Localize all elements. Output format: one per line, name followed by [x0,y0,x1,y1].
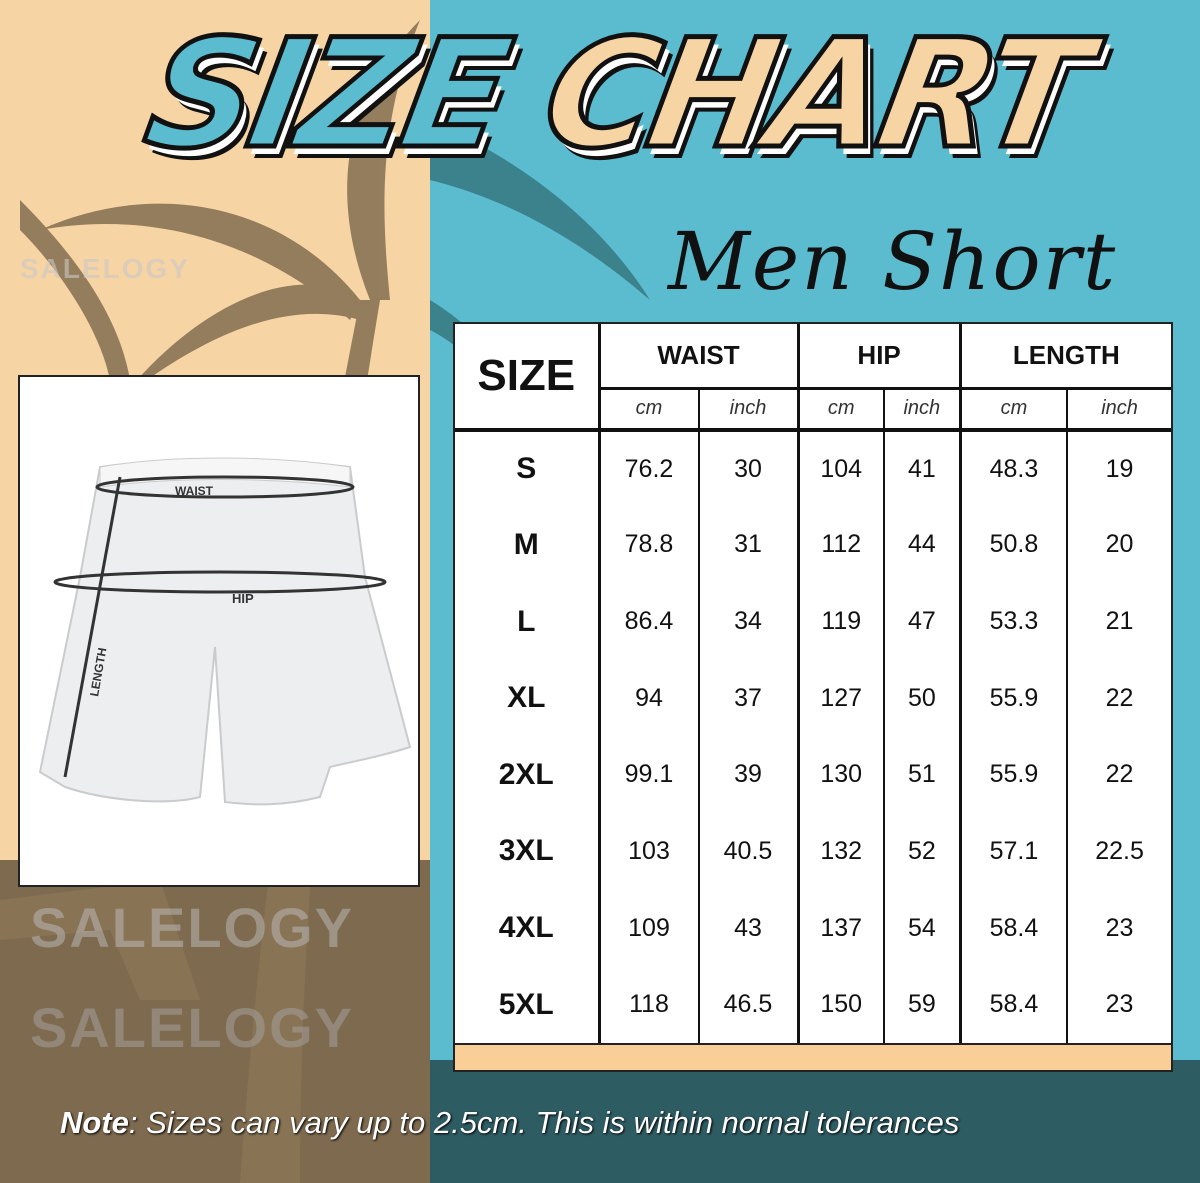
value-cell: 86.4 [599,583,700,660]
table-row: 3XL 103 40.5 132 52 57.1 22.5 [455,813,1171,890]
value-cell: 57.1 [960,813,1069,890]
value-cell: 37 [698,659,800,737]
value-cell: 22 [1105,683,1134,712]
value-cell: 43 [698,889,800,967]
waist-header: WAIST [599,324,800,390]
value-cell: 44 [883,506,962,584]
value-cell: 54 [883,889,962,967]
value-cell: 46.5 [698,966,800,1043]
size-cell: XL [455,659,601,737]
value-cell: 51 [883,736,962,814]
value-cell: 132 [798,813,885,890]
table-row: L 86.4 34 119 47 53.3 21 [455,583,1171,660]
value-cell: 21 [1105,607,1134,636]
size-cell: L [455,583,601,660]
value-cell: 99.1 [599,736,700,814]
size-cell: 2XL [455,736,601,814]
value-cell: 50.8 [960,506,1069,584]
value-cell: 55.9 [960,659,1069,737]
value-cell: 22.5 [1095,836,1144,865]
note-label: Note [60,1105,129,1140]
shorts-diagram: WAIST HIP LENGTH [18,375,420,887]
hip-header: HIP [798,324,962,390]
waist-label: WAIST [175,484,214,498]
value-cell: 47 [883,583,962,660]
length-measure-line [63,476,122,778]
value-cell: 52 [883,813,962,890]
size-table: SIZE WAIST HIP LENGTH cm inch cm inch cm… [455,324,1171,1043]
unit-header: cm [960,388,1069,432]
value-cell: 40.5 [698,813,800,890]
waist-measure-line [95,475,355,499]
value-cell: 30 [698,430,800,507]
table-footer-strip [453,1045,1173,1072]
value-cell: 104 [798,430,885,507]
value-cell: 39 [698,736,800,814]
size-cell: S [455,430,601,507]
value-cell: 78.8 [599,506,700,584]
value-cell: 20 [1105,530,1134,559]
shorts-shape [38,458,412,806]
value-cell: 130 [798,736,885,814]
value-cell: 23 [1105,990,1134,1019]
value-cell: 59 [883,966,962,1043]
value-cell: 119 [798,583,885,660]
subtitle: Men Short [668,215,1118,308]
value-cell: 58.4 [960,966,1069,1043]
hip-measure-line [53,570,387,594]
value-cell: 94 [599,659,700,737]
value-cell: 118 [599,966,700,1043]
unit-header: cm [599,388,700,432]
value-cell: 55.9 [960,736,1069,814]
unit-header: inch [883,388,962,432]
value-cell: 23 [1105,913,1134,942]
size-cell: 4XL [455,889,601,967]
value-cell: 76.2 [599,430,700,507]
value-cell: 22 [1105,760,1134,789]
hip-label: HIP [232,591,254,606]
value-cell: 58.4 [960,889,1069,967]
table-row: 4XL 109 43 137 54 58.4 23 [455,889,1171,967]
value-cell: 109 [599,889,700,967]
page-title: SIZE CHART [132,6,1098,185]
table-row: 5XL 118 46.5 150 59 58.4 23 [455,966,1171,1043]
title-word-chart: CHART [529,6,1097,185]
value-cell: 127 [798,659,885,737]
size-cell: M [455,506,601,584]
background-dark-teal [430,1060,1200,1183]
value-cell: 48.3 [960,430,1069,507]
value-cell: 19 [1105,454,1134,483]
size-table-container: SIZE WAIST HIP LENGTH cm inch cm inch cm… [453,322,1173,1045]
note: Note: Sizes can vary up to 2.5cm. This i… [60,1105,959,1141]
value-cell: 41 [883,430,962,507]
note-text: : Sizes can vary up to 2.5cm. This is wi… [128,1105,960,1140]
size-cell: 3XL [455,813,601,890]
value-cell: 103 [599,813,700,890]
title-word-size: SIZE [132,6,519,185]
size-cell: 5XL [455,966,601,1043]
unit-header: inch [1067,388,1171,432]
table-row: 2XL 99.1 39 130 51 55.9 22 [455,736,1171,814]
value-cell: 150 [798,966,885,1043]
table-row: M 78.8 31 112 44 50.8 20 [455,506,1171,584]
value-cell: 53.3 [960,583,1069,660]
size-header: SIZE [455,324,601,432]
value-cell: 31 [698,506,800,584]
value-cell: 137 [798,889,885,967]
length-header: LENGTH [960,324,1171,390]
table-row: S 76.2 30 104 41 48.3 19 [455,430,1171,507]
value-cell: 34 [698,583,800,660]
unit-header: inch [698,388,800,432]
value-cell: 112 [798,506,885,584]
unit-header: cm [798,388,885,432]
table-row: XL 94 37 127 50 55.9 22 [455,659,1171,737]
value-cell: 50 [883,659,962,737]
